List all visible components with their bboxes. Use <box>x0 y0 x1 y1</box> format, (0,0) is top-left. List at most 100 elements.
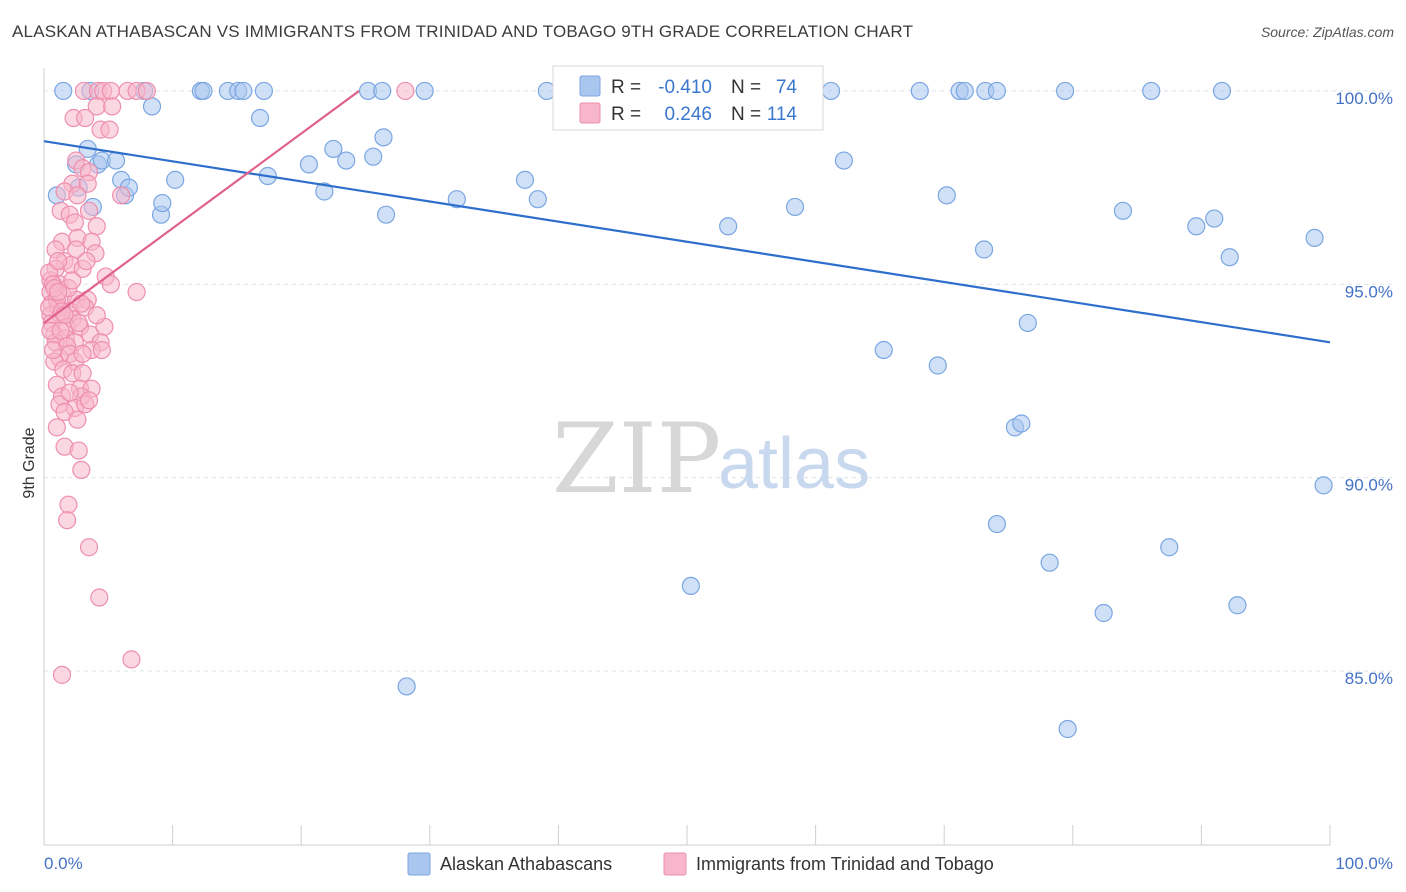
legend-n-label-1: N = <box>731 77 761 98</box>
series-legend: Alaskan Athabascans Immigrants from Trin… <box>407 852 994 876</box>
point-trinidad-tobago <box>68 186 87 205</box>
legend-swatch-series1 <box>579 75 601 97</box>
legend-r-value-2: 0.246 <box>664 104 712 125</box>
point-alaskan-athabascans <box>376 205 396 224</box>
bottom-legend-label-series2: Immigrants from Trinidad and Tobago <box>696 854 994 874</box>
point-alaskan-athabascans <box>166 170 185 189</box>
point-alaskan-athabascans <box>1228 596 1247 615</box>
point-trinidad-tobago <box>79 538 99 557</box>
point-alaskan-athabascans <box>54 81 73 101</box>
legend-r-value-1: -0.410 <box>658 77 712 98</box>
point-alaskan-athabascans <box>1058 719 1077 739</box>
point-alaskan-athabascans <box>315 182 334 201</box>
point-alaskan-athabascans <box>1094 603 1113 623</box>
point-alaskan-athabascans <box>1305 228 1324 247</box>
legend-n-label-2: N = <box>731 104 761 125</box>
point-trinidad-tobago <box>78 174 97 193</box>
bottom-legend-swatch-series2 <box>663 852 687 876</box>
point-alaskan-athabascans <box>250 108 270 128</box>
point-alaskan-athabascans <box>415 81 434 101</box>
point-trinidad-tobago <box>65 213 84 232</box>
point-alaskan-athabascans <box>106 151 126 170</box>
point-trinidad-tobago <box>79 201 99 220</box>
point-trinidad-tobago <box>59 495 78 514</box>
source-label: Source: ZipAtlas.com <box>1260 24 1394 40</box>
point-alaskan-athabascans <box>834 151 853 170</box>
point-trinidad-tobago <box>51 321 70 340</box>
y-tick-labels: 100.0% 95.0% 90.0% 85.0% <box>1335 89 1393 688</box>
point-alaskan-athabascans <box>1212 81 1232 101</box>
watermark: ZIP atlas <box>552 403 870 515</box>
point-alaskan-athabascans <box>955 81 974 101</box>
y-axis-label: 9th Grade <box>21 427 38 498</box>
point-trinidad-tobago <box>58 511 77 530</box>
point-alaskan-athabascans <box>987 514 1007 534</box>
point-trinidad-tobago <box>72 294 91 313</box>
point-trinidad-tobago <box>122 650 141 669</box>
axes <box>43 68 1331 846</box>
point-trinidad-tobago <box>90 588 109 607</box>
point-trinidad-tobago <box>77 251 96 271</box>
point-alaskan-athabascans <box>1012 414 1031 433</box>
point-trinidad-tobago <box>103 97 122 116</box>
point-alaskan-athabascans <box>1160 538 1179 557</box>
point-trinidad-tobago <box>76 108 95 128</box>
point-trinidad-tobago <box>73 364 92 383</box>
point-trinidad-tobago <box>49 282 68 302</box>
legend-n-value-2: 114 <box>767 104 798 125</box>
point-trinidad-tobago <box>100 120 119 139</box>
bottom-legend-label-series1: Alaskan Athabascans <box>440 854 612 874</box>
point-alaskan-athabascans <box>1113 201 1133 220</box>
point-trinidad-tobago <box>101 275 120 294</box>
point-alaskan-athabascans <box>974 240 994 259</box>
point-alaskan-athabascans <box>1187 217 1206 236</box>
point-alaskan-athabascans <box>1142 81 1161 101</box>
point-trinidad-tobago <box>43 340 63 360</box>
point-alaskan-athabascans <box>397 677 416 696</box>
y-tick-label: 95.0% <box>1345 282 1393 301</box>
point-alaskan-athabascans <box>1205 209 1224 228</box>
point-alaskan-athabascans <box>928 356 947 375</box>
point-trinidad-tobago <box>52 665 72 684</box>
point-alaskan-athabascans <box>1018 313 1037 333</box>
point-alaskan-athabascans <box>785 197 805 217</box>
point-alaskan-athabascans <box>194 81 213 101</box>
point-alaskan-athabascans <box>821 81 841 101</box>
point-trinidad-tobago <box>47 418 66 437</box>
point-trinidad-tobago <box>69 313 88 333</box>
y-tick-label: 85.0% <box>1345 669 1393 688</box>
point-alaskan-athabascans <box>142 97 162 116</box>
point-trinidad-tobago <box>79 391 99 410</box>
point-alaskan-athabascans <box>1220 248 1239 267</box>
point-alaskan-athabascans <box>1314 476 1333 495</box>
point-alaskan-athabascans <box>910 81 929 101</box>
point-trinidad-tobago <box>49 251 68 271</box>
point-trinidad-tobago <box>73 344 92 363</box>
point-trinidad-tobago <box>396 81 415 101</box>
point-trinidad-tobago <box>92 340 111 360</box>
point-trinidad-tobago <box>101 81 120 101</box>
point-alaskan-athabascans <box>364 147 383 166</box>
bottom-legend-swatch-series1 <box>407 852 431 876</box>
point-trinidad-tobago <box>127 282 146 302</box>
legend-r-label-1: R = <box>611 77 641 98</box>
y-tick-label: 100.0% <box>1335 89 1393 108</box>
trend-line-trinidad-tobago <box>43 90 360 324</box>
point-alaskan-athabascans <box>374 128 393 147</box>
point-alaskan-athabascans <box>373 81 392 101</box>
point-alaskan-athabascans <box>1055 81 1075 101</box>
legend-n-value-1: 74 <box>776 77 798 98</box>
point-alaskan-athabascans <box>447 190 466 209</box>
y-tick-label: 90.0% <box>1345 476 1393 495</box>
point-alaskan-athabascans <box>937 186 956 205</box>
point-trinidad-tobago <box>137 81 156 101</box>
point-alaskan-athabascans <box>234 81 253 101</box>
point-alaskan-athabascans <box>874 340 893 360</box>
legend-r-label-2: R = <box>611 104 641 125</box>
watermark-zip: ZIP <box>552 403 721 515</box>
gridlines <box>44 90 1392 672</box>
data-points <box>40 81 1333 739</box>
point-alaskan-athabascans <box>681 576 700 596</box>
chart-title: ALASKAN ATHABASCAN VS IMMIGRANTS FROM TR… <box>12 22 914 41</box>
